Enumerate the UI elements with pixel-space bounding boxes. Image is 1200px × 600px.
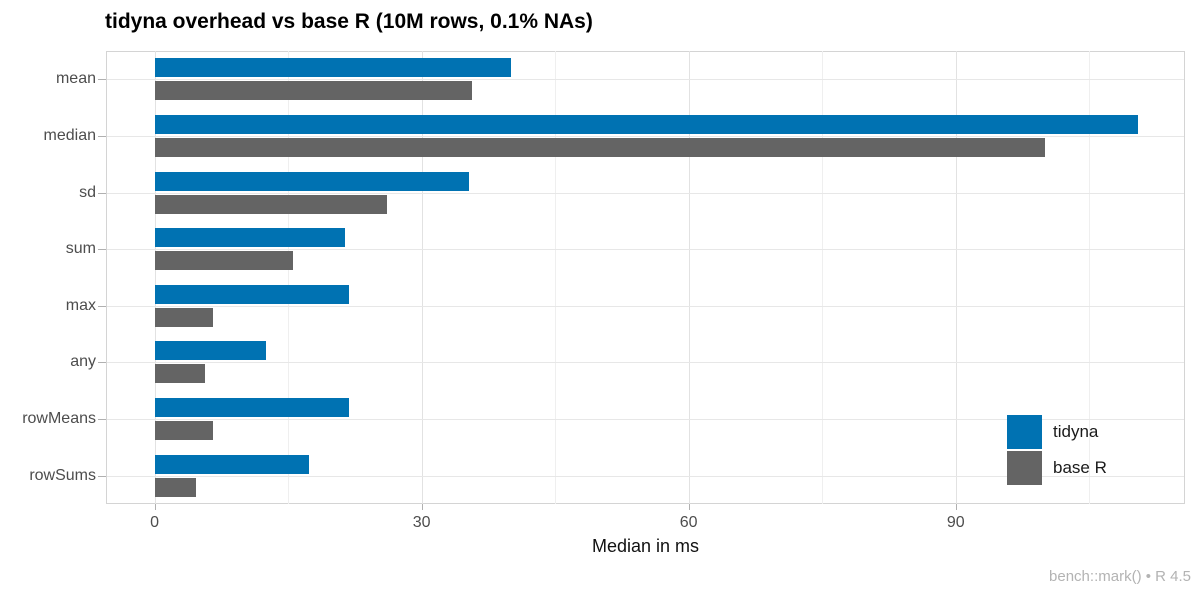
x-tick-label: 30	[412, 514, 431, 531]
gridline-major-x	[421, 51, 423, 504]
x-tick-label: 90	[946, 514, 965, 531]
gridline-y	[107, 362, 1184, 364]
bar-tidyna	[154, 171, 469, 191]
gridline-major-x	[688, 51, 690, 504]
chart-caption: bench::mark() • R 4.5	[1049, 568, 1191, 585]
y-tick-mark	[98, 79, 106, 81]
bar-tidyna	[154, 284, 350, 304]
y-tick-mark	[98, 362, 106, 364]
bar-base-r	[154, 477, 197, 497]
legend-item-tidyna: tidyna	[1007, 415, 1107, 449]
bar-base-r	[154, 81, 473, 101]
y-tick-label: rowSums	[29, 466, 96, 484]
gridline-major-x	[955, 51, 957, 504]
gridline-minor-x	[555, 51, 557, 504]
bar-tidyna	[154, 58, 511, 78]
x-tick-mark	[154, 504, 156, 510]
bar-tidyna	[154, 114, 1139, 134]
legend: tidyna base R	[1007, 415, 1107, 487]
gridline-y	[107, 135, 1184, 137]
y-tick-mark	[98, 135, 106, 137]
y-tick-label: rowMeans	[22, 410, 96, 428]
y-tick-label: max	[65, 296, 96, 314]
y-tick-label: any	[70, 353, 96, 371]
legend-key-base-r	[1007, 451, 1042, 485]
bar-tidyna	[154, 454, 309, 474]
legend-key-tidyna	[1007, 415, 1042, 449]
gridline-y	[107, 305, 1184, 307]
y-tick-mark	[98, 419, 106, 421]
gridline-minor-x	[288, 51, 290, 504]
gridline-y	[107, 475, 1184, 477]
y-tick-mark	[98, 305, 106, 307]
gridline-minor-x	[1089, 51, 1091, 504]
bar-base-r	[154, 364, 206, 384]
legend-label-base-r: base R	[1053, 458, 1107, 477]
bar-tidyna	[154, 228, 346, 248]
x-tick-mark	[688, 504, 690, 510]
gridline-y	[107, 419, 1184, 421]
gridline-y	[107, 249, 1184, 251]
bar-base-r	[154, 307, 214, 327]
chart-title: tidyna overhead vs base R (10M rows, 0.1…	[105, 10, 593, 33]
bar-tidyna	[154, 341, 266, 361]
y-tick-label: sd	[79, 183, 96, 201]
x-tick-mark	[421, 504, 423, 510]
gridline-minor-x	[822, 51, 824, 504]
y-tick-mark	[98, 475, 106, 477]
bar-base-r	[154, 137, 1045, 157]
legend-label-tidyna: tidyna	[1053, 422, 1099, 441]
y-tick-mark	[98, 192, 106, 194]
y-tick-label: median	[43, 126, 96, 144]
gridline-major-x	[154, 51, 156, 504]
legend-item-base-r: base R	[1007, 451, 1107, 485]
gridline-y	[107, 192, 1184, 194]
y-tick-mark	[98, 249, 106, 251]
y-tick-label: sum	[65, 240, 96, 258]
x-tick-mark	[955, 504, 957, 510]
bar-base-r	[154, 421, 214, 441]
bar-base-r	[154, 251, 294, 271]
bar-base-r	[154, 194, 387, 214]
gridline-y	[107, 79, 1184, 81]
x-tick-label: 60	[679, 514, 698, 531]
y-tick-label: mean	[55, 70, 96, 88]
x-tick-label: 0	[150, 514, 159, 531]
x-axis-title: Median in ms	[591, 536, 700, 556]
bar-tidyna	[154, 398, 349, 418]
